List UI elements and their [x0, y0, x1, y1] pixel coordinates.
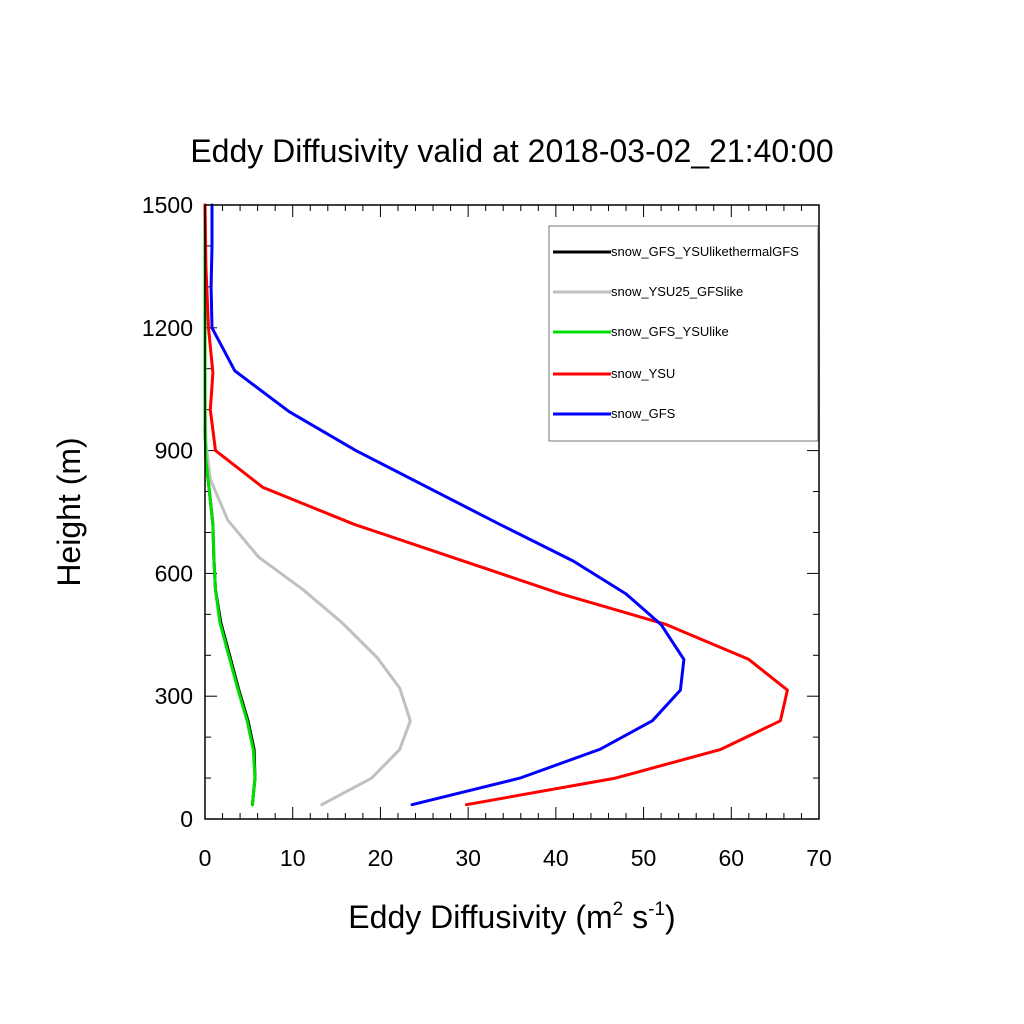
x-tick-label: 50: [631, 845, 657, 871]
y-tick-label: 0: [180, 806, 193, 832]
x-tick-label: 70: [806, 845, 832, 871]
x-axis-label-base: Eddy Diffusivity (m: [348, 899, 612, 935]
x-tick-label: 10: [280, 845, 306, 871]
legend-label: snow_GFS_YSUlikethermalGFS: [611, 244, 799, 259]
x-axis-label-sup1: 2: [613, 899, 624, 920]
tick-labels: 0 10 20 30 40 50 60 70 0 300 600 900 1200 1500: [142, 192, 832, 871]
x-axis-label-sup2: -1: [648, 899, 665, 920]
x-axis-label-end: ): [665, 899, 676, 935]
legend: snow_GFS_YSUlikethermalGFS snow_YSU25_GFS…: [548, 225, 819, 442]
x-tick-label: 40: [543, 845, 569, 871]
x-tick-label: 0: [199, 845, 212, 871]
y-tick-label: 1200: [142, 315, 193, 341]
plot-frame: [204, 204, 820, 820]
y-tick-label: 900: [155, 438, 193, 464]
chart-title: Eddy Diffusivity valid at 2018-03-02_21:…: [190, 133, 833, 169]
legend-label: snow_YSU: [611, 366, 675, 381]
y-axis-label: Height (m): [51, 437, 87, 586]
series-line: [203, 203, 789, 807]
minor-ticks: [205, 205, 819, 819]
legend-label: snow_YSU25_GFSlike: [611, 284, 743, 299]
x-tick-label: 20: [368, 845, 394, 871]
series-line: [209, 203, 686, 807]
x-tick-label: 60: [718, 845, 744, 871]
legend-label: snow_GFS_YSUlike: [611, 324, 729, 339]
x-axis-label: Eddy Diffusivity (m2 s-1): [348, 899, 675, 935]
y-tick-label: 600: [155, 560, 193, 586]
y-tick-label: 300: [155, 683, 193, 709]
x-tick-label: 30: [455, 845, 481, 871]
legend-label: snow_GFS: [611, 406, 676, 421]
x-axis-label-mid: s: [623, 899, 648, 935]
y-tick-label: 1500: [142, 192, 193, 218]
